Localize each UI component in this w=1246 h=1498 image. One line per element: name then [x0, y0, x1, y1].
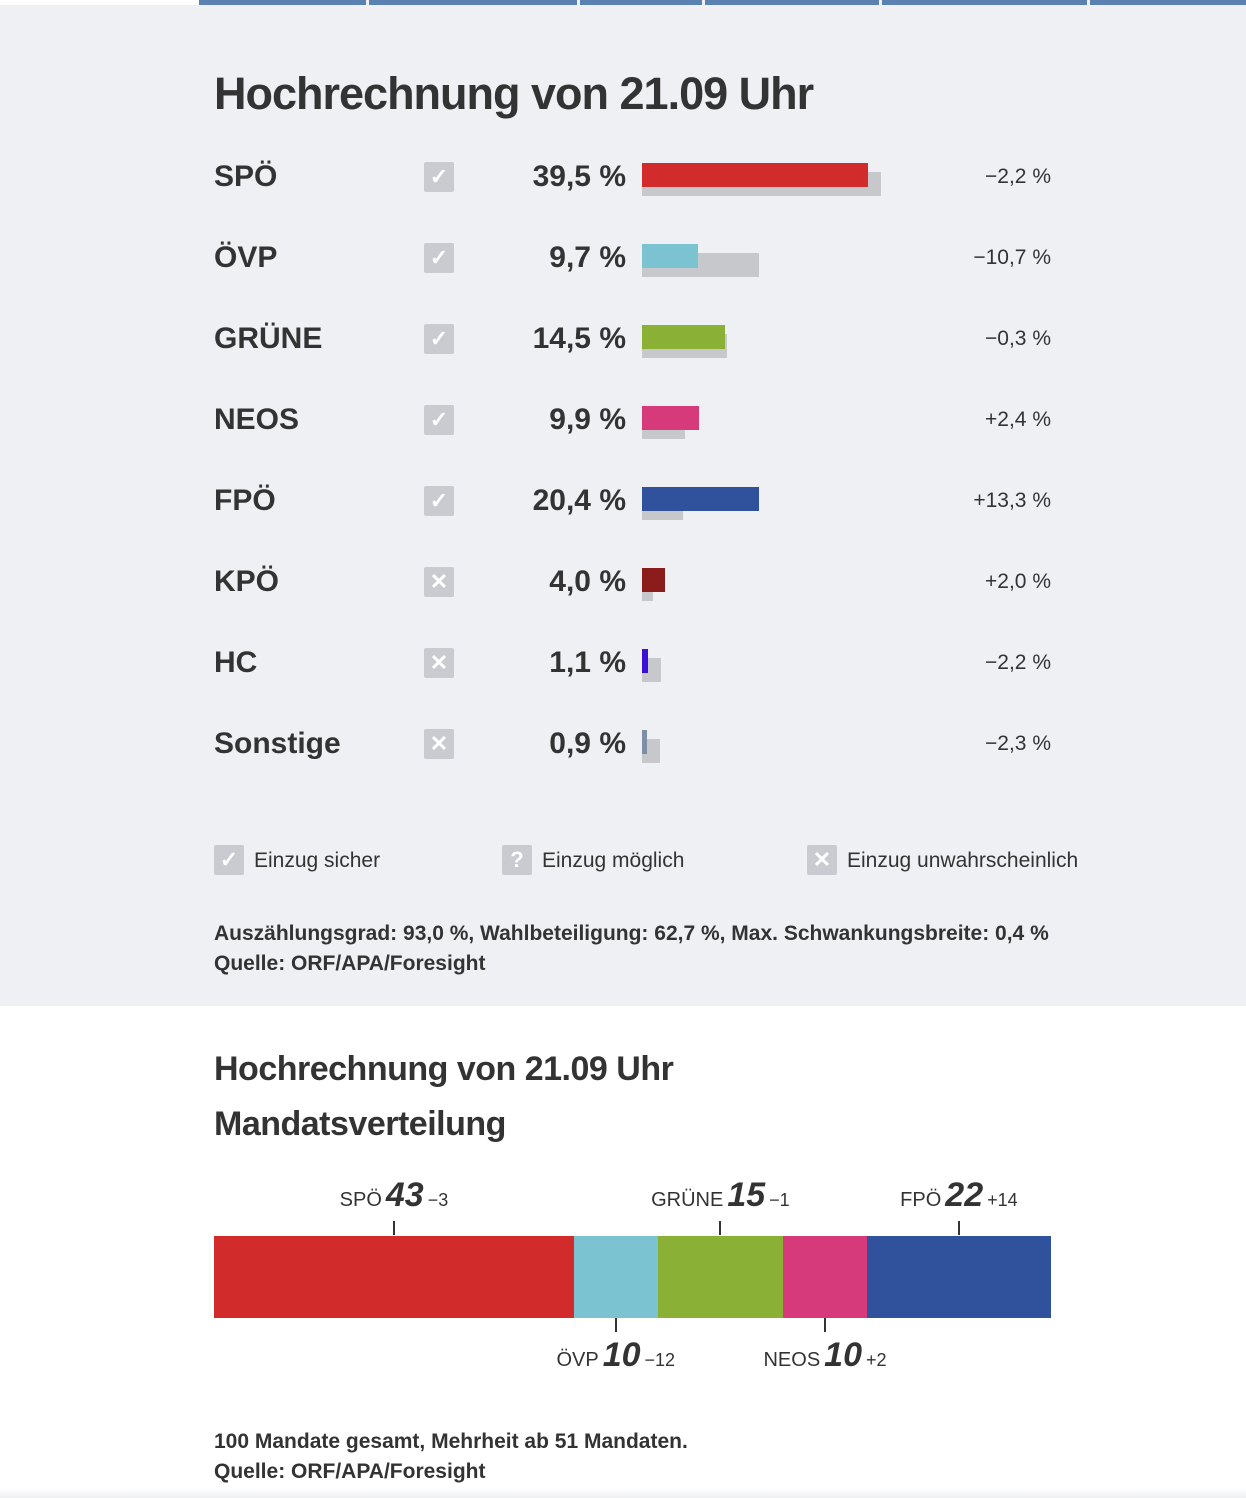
- seat-segment: [214, 1236, 575, 1318]
- diff-label: +2,4 %: [985, 408, 1051, 431]
- seat-label: GRÜNE 15 −1: [651, 1176, 790, 1215]
- legend-label: Einzug sicher: [254, 849, 381, 872]
- seat-segment: [783, 1236, 868, 1318]
- question-icon: ?: [502, 845, 532, 875]
- value-label: 9,7 %: [549, 241, 626, 274]
- value-label: 0,9 %: [549, 727, 626, 760]
- seat-party-name: GRÜNE: [651, 1189, 724, 1211]
- diff-label: +13,3 %: [973, 489, 1051, 512]
- party-name: KPÖ: [214, 565, 280, 598]
- cross-icon: ✕: [424, 729, 454, 759]
- seat-diff: +2: [865, 1350, 887, 1370]
- diff-label: −2,2 %: [985, 651, 1051, 674]
- seats-title: Hochrechnung von 21.09 Uhr: [214, 1050, 674, 1088]
- seat-party-name: NEOS: [763, 1349, 821, 1371]
- party-row: Sonstige ✕ 0,9 % −2,3 %: [0, 714, 1246, 774]
- seat-party-name: FPÖ: [900, 1189, 942, 1211]
- seat-segment: [866, 1236, 1052, 1318]
- party-name: NEOS: [214, 403, 300, 436]
- party-row: HC ✕ 1,1 % −2,2 %: [0, 633, 1246, 693]
- value-label: 14,5 %: [532, 322, 626, 355]
- seat-diff: +14: [987, 1190, 1018, 1210]
- party-row: FPÖ ✓ 20,4 % +13,3 %: [0, 471, 1246, 531]
- party-name: GRÜNE: [214, 322, 323, 355]
- value-label: 39,5 %: [532, 160, 626, 193]
- seat-count: 15: [727, 1176, 766, 1214]
- seat-diff: −1: [769, 1190, 790, 1210]
- value-label: 9,9 %: [549, 403, 626, 436]
- value-label: 1,1 %: [549, 646, 626, 679]
- results-section: [0, 5, 1246, 1006]
- label-tick: [719, 1221, 722, 1235]
- results-footnote: Auszählungsgrad: 93,0 %, Wahlbeteiligung…: [214, 922, 1049, 945]
- current-bar: [642, 163, 869, 187]
- current-bar: [642, 649, 649, 673]
- value-label: 20,4 %: [532, 484, 626, 517]
- current-bar: [642, 325, 726, 349]
- seat-party-name: SPÖ: [339, 1189, 382, 1211]
- seat-label: SPÖ 43 −3: [340, 1176, 449, 1215]
- current-bar: [642, 487, 759, 511]
- value-label: 4,0 %: [549, 565, 626, 598]
- diff-label: −2,3 %: [985, 732, 1051, 755]
- seat-segment: [573, 1236, 659, 1318]
- current-bar: [642, 730, 648, 754]
- results-title: Hochrechnung von 21.09 Uhr: [214, 68, 814, 119]
- seats-subtitle: Mandatsverteilung: [214, 1105, 506, 1143]
- diff-label: −10,7 %: [973, 246, 1051, 269]
- party-name: ÖVP: [214, 241, 278, 274]
- label-tick: [614, 1318, 617, 1332]
- seat-count: 10: [602, 1336, 641, 1374]
- seat-diff: −3: [427, 1190, 449, 1210]
- check-icon: ✓: [424, 324, 454, 354]
- label-tick: [392, 1221, 395, 1235]
- cross-icon: ✕: [424, 648, 454, 678]
- diff-label: −2,2 %: [985, 165, 1051, 188]
- seats-chart: [214, 1236, 1052, 1318]
- legend-label: Einzug möglich: [542, 849, 685, 872]
- seat-label: ÖVP 10 −12: [556, 1336, 675, 1375]
- cross-icon: ✕: [424, 567, 454, 597]
- top-tab-bar: [199, 0, 1246, 5]
- seat-label: NEOS 10 +2: [763, 1336, 886, 1375]
- current-bar: [642, 568, 665, 592]
- party-name: SPÖ: [214, 160, 278, 193]
- check-icon: ✓: [424, 486, 454, 516]
- seat-label: FPÖ 22 +14: [900, 1176, 1018, 1215]
- seats-source: Quelle: ORF/APA/Foresight: [214, 1460, 486, 1483]
- current-bar: [642, 244, 698, 268]
- party-row: GRÜNE ✓ 14,5 % −0,3 %: [0, 309, 1246, 369]
- party-name: HC: [214, 646, 258, 679]
- party-row: NEOS ✓ 9,9 % +2,4 %: [0, 390, 1246, 450]
- cross-icon: ✕: [807, 845, 837, 875]
- check-icon: ✓: [424, 405, 454, 435]
- seat-diff: −12: [644, 1350, 676, 1370]
- label-tick: [824, 1318, 826, 1332]
- results-source: Quelle: ORF/APA/Foresight: [214, 952, 486, 975]
- diff-label: −0,3 %: [985, 327, 1051, 350]
- legend-label: Einzug unwahrscheinlich: [847, 849, 1079, 872]
- party-name: Sonstige: [214, 727, 341, 760]
- seats-footnote: 100 Mandate gesamt, Mehrheit ab 51 Manda…: [214, 1430, 688, 1453]
- party-name: FPÖ: [214, 484, 276, 517]
- check-icon: ✓: [214, 845, 244, 875]
- seat-segment: [657, 1236, 784, 1318]
- seat-count: 43: [385, 1176, 424, 1214]
- check-icon: ✓: [424, 243, 454, 273]
- seat-party-name: ÖVP: [556, 1349, 599, 1371]
- party-row: SPÖ ✓ 39,5 % −2,2 %: [0, 147, 1246, 207]
- party-row: ÖVP ✓ 9,7 % −10,7 %: [0, 228, 1246, 288]
- seat-count: 10: [824, 1336, 862, 1374]
- seat-count: 22: [945, 1176, 984, 1214]
- label-tick: [957, 1221, 960, 1235]
- diff-label: +2,0 %: [985, 570, 1051, 593]
- check-icon: ✓: [424, 162, 454, 192]
- party-row: KPÖ ✕ 4,0 % +2,0 %: [0, 552, 1246, 612]
- current-bar: [642, 406, 699, 430]
